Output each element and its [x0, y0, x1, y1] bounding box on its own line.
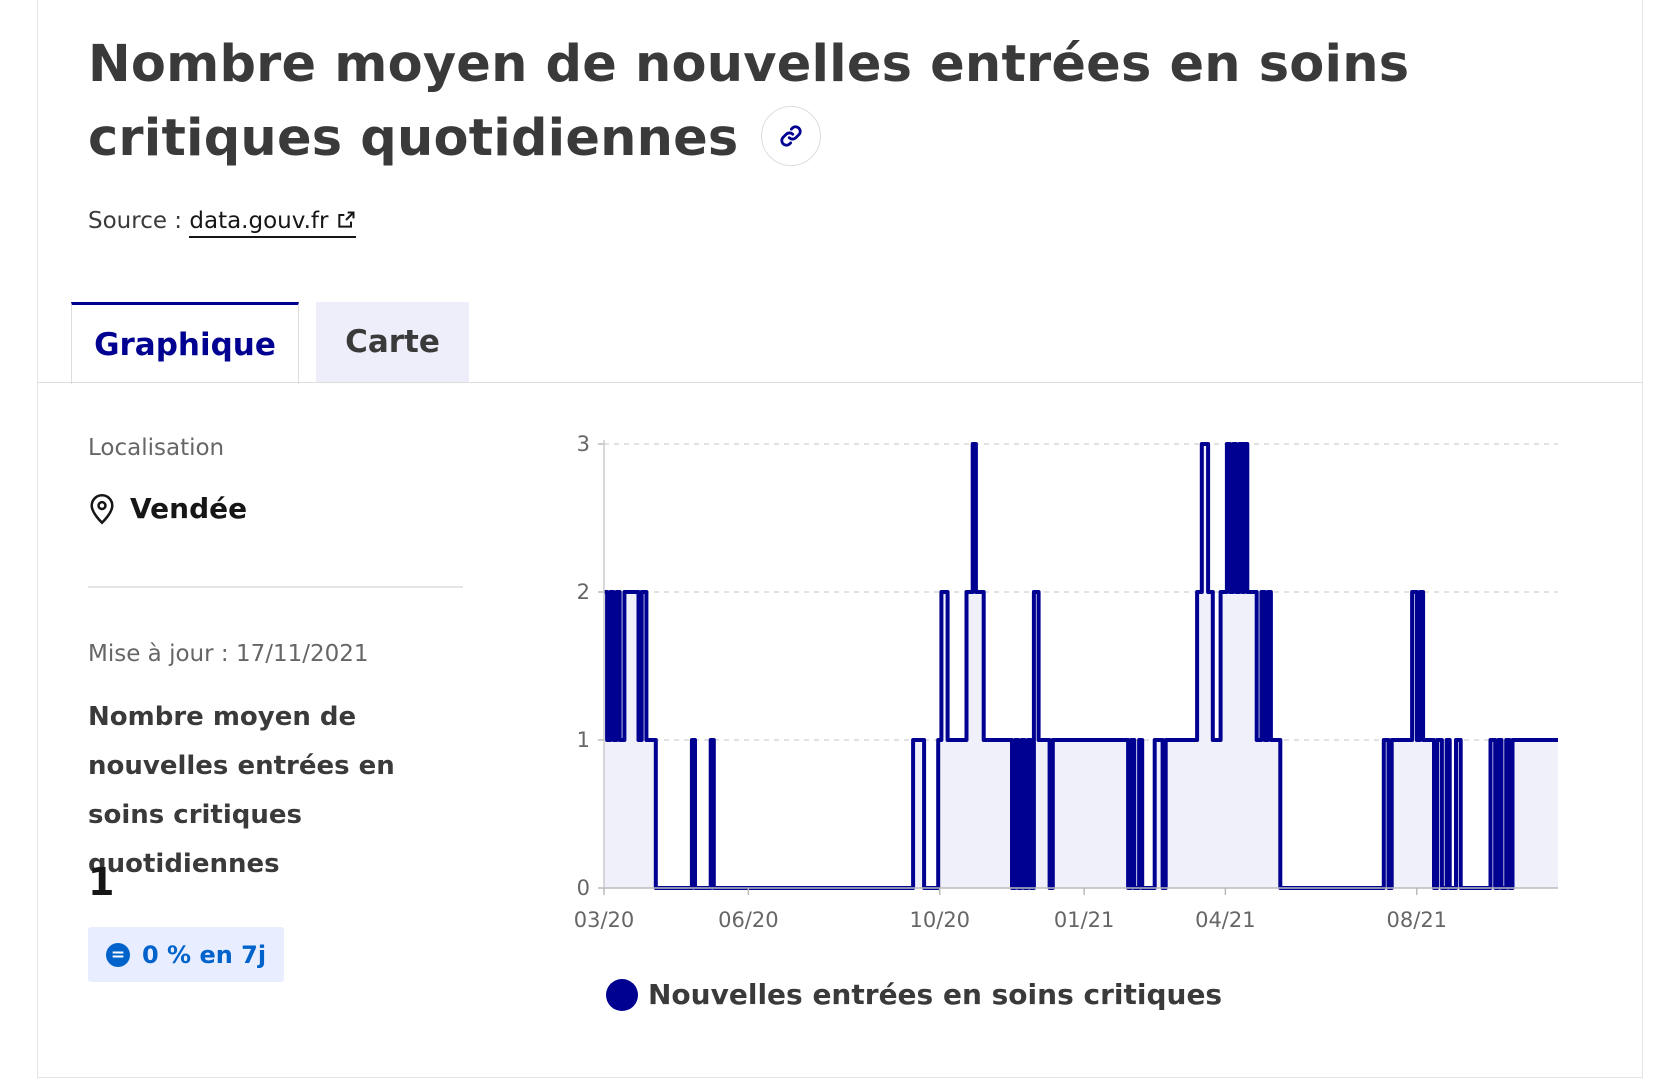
indicator-card — [37, 0, 1643, 1078]
link-icon — [779, 125, 802, 147]
x-tick-label-3: 01/21 — [1054, 908, 1115, 932]
x-tick-label-4: 04/21 — [1195, 908, 1256, 932]
tab-graphique[interactable]: Graphique — [71, 302, 299, 384]
location-selector[interactable]: Vendée — [88, 492, 247, 525]
indicator-value: 1 — [88, 860, 115, 904]
page-title: Nombre moyen de nouvelles entrées en soi… — [88, 35, 1410, 168]
external-link-icon — [336, 210, 356, 236]
source-label: Source : — [88, 208, 183, 234]
source-line: Source : data.gouv.fr — [88, 208, 357, 238]
indicator-name: Nombre moyen de nouvelles entrées en soi… — [88, 702, 395, 879]
legend-marker — [606, 978, 638, 1011]
evolution-text: 0 % en 7j — [142, 940, 267, 969]
panel-divider — [88, 586, 463, 588]
location-label: Localisation — [88, 435, 225, 461]
x-tick-label-1: 06/20 — [718, 908, 779, 932]
y-tick-label-0: 0 — [577, 876, 590, 900]
y-tick-label-3: 3 — [577, 432, 590, 456]
update-date: Mise à jour : 17/11/2021 — [88, 641, 369, 667]
copy-link-button[interactable] — [760, 106, 821, 166]
legend-label: Nouvelles entrées en soins critiques — [648, 978, 1223, 1011]
chart-legend: Nouvelles entrées en soins critiques — [606, 978, 1222, 1011]
source-link[interactable]: data.gouv.fr — [189, 208, 357, 238]
location-value: Vendée — [130, 492, 248, 525]
evolution-badge: = 0 % en 7j — [88, 927, 285, 982]
line-chart: 0 1 2 3 03/20 06/20 10/20 01/21 04/21 08/21 — [574, 432, 1558, 932]
x-tick-label-0: 03/20 — [574, 908, 635, 932]
y-tick-label-2: 2 — [577, 580, 590, 604]
x-tick-label-2: 10/20 — [910, 908, 971, 932]
x-tick-label-5: 08/21 — [1387, 908, 1448, 932]
equal-circle-icon: = — [106, 942, 130, 967]
series-area — [604, 444, 1558, 888]
tab-carte[interactable]: Carte — [316, 302, 469, 382]
y-tick-label-1: 1 — [577, 728, 590, 752]
tabs-divider — [37, 382, 1643, 383]
location-pin-icon — [90, 493, 114, 524]
